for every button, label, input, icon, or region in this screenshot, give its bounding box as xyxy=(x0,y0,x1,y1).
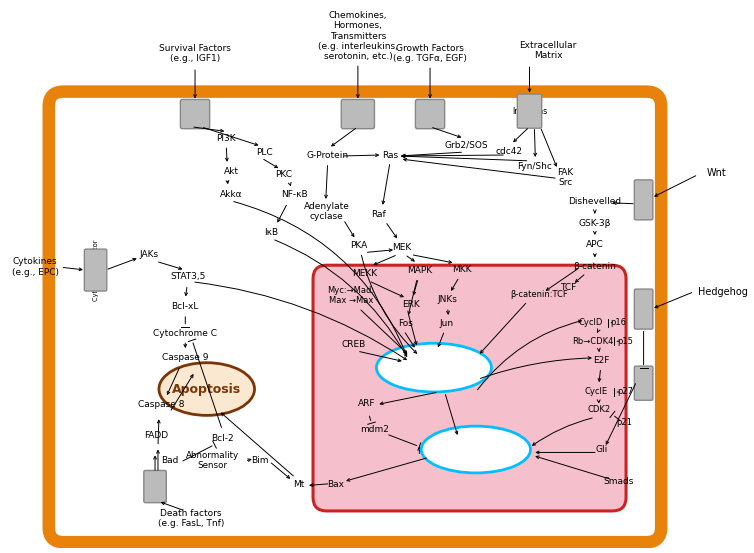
Text: Gene Regulation: Gene Regulation xyxy=(382,363,486,373)
Text: Extracellular
Matrix: Extracellular Matrix xyxy=(520,41,577,60)
Text: JAKs: JAKs xyxy=(139,250,159,259)
Text: Caspase 8: Caspase 8 xyxy=(138,400,184,409)
Text: FAK
Src: FAK Src xyxy=(557,168,574,187)
Text: Cell
Proliferation: Cell Proliferation xyxy=(437,439,515,460)
Text: β-catenin: β-catenin xyxy=(573,262,616,270)
Text: Smads: Smads xyxy=(603,477,633,486)
Text: Cytokines
(e.g., EPC): Cytokines (e.g., EPC) xyxy=(11,258,59,277)
FancyBboxPatch shape xyxy=(634,366,653,400)
Text: p21: p21 xyxy=(616,418,632,427)
Text: Bcl-xL: Bcl-xL xyxy=(172,302,199,311)
Text: Hedgehog: Hedgehog xyxy=(698,286,748,296)
Text: Wnt: Wnt xyxy=(707,168,727,178)
Text: SMO: SMO xyxy=(639,374,648,392)
Text: Patched: Patched xyxy=(639,294,648,325)
Text: PI3K: PI3K xyxy=(216,134,236,143)
Ellipse shape xyxy=(376,343,492,392)
Text: FasR: FasR xyxy=(146,494,164,503)
FancyBboxPatch shape xyxy=(144,471,167,503)
Text: Rb→CDK4: Rb→CDK4 xyxy=(572,337,614,346)
Text: STAT3,5: STAT3,5 xyxy=(170,273,206,281)
Text: Apoptosis: Apoptosis xyxy=(172,383,241,395)
Ellipse shape xyxy=(159,363,255,415)
Text: Frizzled: Frizzled xyxy=(639,185,648,215)
Text: JNKs: JNKs xyxy=(437,295,458,304)
FancyBboxPatch shape xyxy=(342,100,375,129)
Text: Cytokine Receptor: Cytokine Receptor xyxy=(93,239,99,301)
Text: Jun: Jun xyxy=(440,319,454,328)
Text: p15: p15 xyxy=(617,337,633,346)
Text: GSK-3β: GSK-3β xyxy=(578,219,611,228)
Text: Fos: Fos xyxy=(398,319,413,328)
Text: MEKK: MEKK xyxy=(352,269,377,278)
Text: Caspase 9: Caspase 9 xyxy=(162,353,209,362)
FancyBboxPatch shape xyxy=(634,289,653,329)
Text: Chemokines,
Hormones,
Transmitters
(e.g. interleukins,
serotonin, etc.): Chemokines, Hormones, Transmitters (e.g.… xyxy=(318,11,398,61)
Text: CDK2: CDK2 xyxy=(587,405,610,414)
FancyBboxPatch shape xyxy=(49,92,661,542)
Text: Mt: Mt xyxy=(293,480,304,489)
FancyBboxPatch shape xyxy=(180,100,210,129)
Text: Raf: Raf xyxy=(371,210,386,219)
Text: cdc42: cdc42 xyxy=(495,147,523,155)
Text: Integrins: Integrins xyxy=(512,107,547,116)
Text: β-catenin:TCF: β-catenin:TCF xyxy=(510,290,568,299)
Text: PKC: PKC xyxy=(275,170,293,179)
Text: MAPK: MAPK xyxy=(406,265,432,275)
Text: Adenylate
cyclase: Adenylate cyclase xyxy=(304,202,350,221)
Text: Akt: Akt xyxy=(224,167,238,176)
Text: Ras: Ras xyxy=(382,150,398,159)
Text: Abnormality
Sensor: Abnormality Sensor xyxy=(186,451,239,470)
Text: PLC: PLC xyxy=(256,148,273,156)
Text: Death factors
(e.g. FasL, Tnf): Death factors (e.g. FasL, Tnf) xyxy=(158,509,225,529)
Text: Bim: Bim xyxy=(252,456,269,465)
Text: ARF: ARF xyxy=(358,399,375,408)
FancyBboxPatch shape xyxy=(415,100,445,129)
Text: MEK: MEK xyxy=(392,243,412,252)
Text: Bad: Bad xyxy=(161,456,179,465)
Text: ERK: ERK xyxy=(402,300,419,309)
Text: CyclE: CyclE xyxy=(584,388,608,397)
Text: Bax: Bax xyxy=(327,480,344,489)
Ellipse shape xyxy=(421,426,531,473)
FancyBboxPatch shape xyxy=(517,94,541,128)
Text: NF-κB: NF-κB xyxy=(281,190,308,200)
Text: Fyn/Shc: Fyn/Shc xyxy=(517,162,552,171)
Text: E2F: E2F xyxy=(593,356,610,366)
FancyBboxPatch shape xyxy=(634,180,653,220)
Text: Dishevelled: Dishevelled xyxy=(569,197,621,206)
Text: TCF: TCF xyxy=(560,283,577,292)
Text: FADD: FADD xyxy=(144,431,168,440)
Text: p16: p16 xyxy=(610,318,627,327)
Text: Growth Factors
(e.g. TGFα, EGF): Growth Factors (e.g. TGFα, EGF) xyxy=(393,44,467,63)
Text: mdm2: mdm2 xyxy=(360,425,389,434)
Text: p53: p53 xyxy=(418,445,435,454)
Text: Gli: Gli xyxy=(596,445,608,454)
Text: RTK: RTK xyxy=(420,109,440,118)
Text: CREB: CREB xyxy=(342,340,366,349)
Text: CyclD: CyclD xyxy=(579,318,603,327)
Text: MKK: MKK xyxy=(452,264,472,274)
Text: G-Protein: G-Protein xyxy=(307,150,348,159)
Text: Grb2/SOS: Grb2/SOS xyxy=(444,141,488,150)
Text: GPCR: GPCR xyxy=(344,109,372,118)
Text: Akkα: Akkα xyxy=(220,190,243,199)
Text: p27: p27 xyxy=(617,388,633,397)
Text: Myc:→Mad:
Max →Max: Myc:→Mad: Max →Max xyxy=(327,286,375,305)
Text: RTK: RTK xyxy=(185,109,205,118)
Text: PKA: PKA xyxy=(351,241,367,250)
FancyBboxPatch shape xyxy=(84,249,107,291)
Text: IκB: IκB xyxy=(264,227,278,237)
Text: Bcl-2: Bcl-2 xyxy=(211,434,234,444)
FancyBboxPatch shape xyxy=(313,265,626,511)
Text: Survival Factors
(e.g., IGF1): Survival Factors (e.g., IGF1) xyxy=(159,44,231,63)
Text: Cytochrome C: Cytochrome C xyxy=(153,329,217,338)
Text: APC: APC xyxy=(586,240,604,249)
